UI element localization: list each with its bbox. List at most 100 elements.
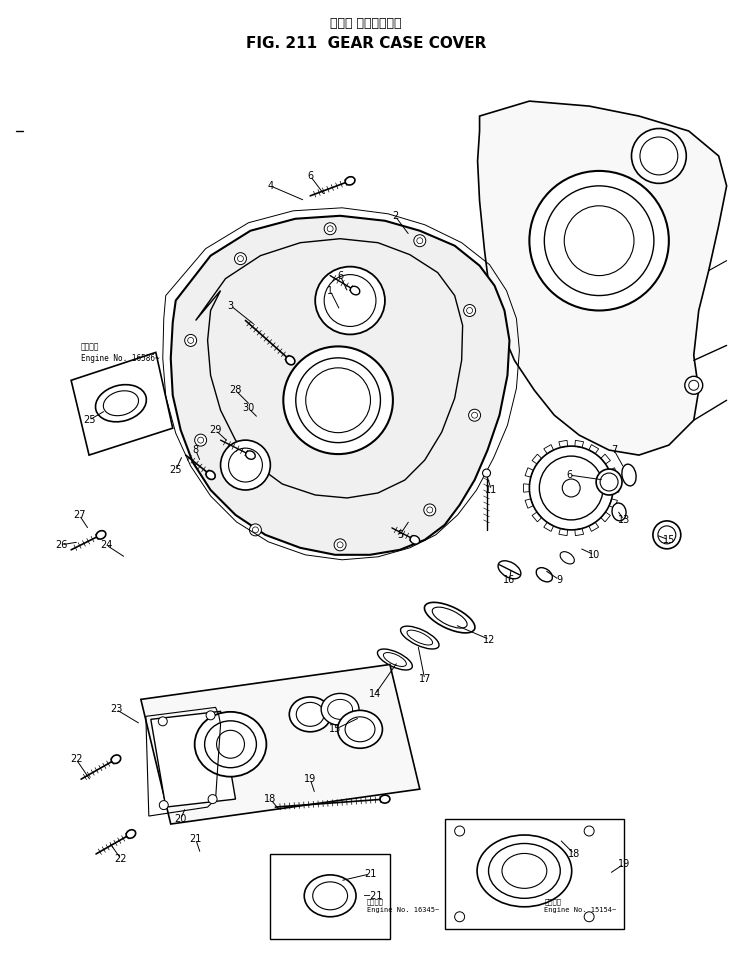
Ellipse shape <box>410 536 419 544</box>
Text: 23: 23 <box>110 704 122 714</box>
Text: 適用号等
Engine No. 16586~: 適用号等 Engine No. 16586~ <box>81 343 160 363</box>
Ellipse shape <box>537 568 553 581</box>
Text: 14: 14 <box>369 690 381 699</box>
Text: 27: 27 <box>73 510 86 520</box>
Ellipse shape <box>425 602 475 633</box>
Text: 7: 7 <box>611 445 617 455</box>
Polygon shape <box>523 484 529 492</box>
Ellipse shape <box>283 347 393 454</box>
Ellipse shape <box>455 826 465 836</box>
Polygon shape <box>601 512 610 522</box>
Ellipse shape <box>95 385 146 422</box>
Polygon shape <box>589 522 599 532</box>
Text: 11: 11 <box>485 485 498 495</box>
Ellipse shape <box>206 470 215 479</box>
Text: 26: 26 <box>55 540 67 550</box>
Ellipse shape <box>463 305 476 317</box>
Text: 17: 17 <box>419 674 431 685</box>
Ellipse shape <box>289 697 331 731</box>
Ellipse shape <box>195 434 206 446</box>
Polygon shape <box>589 444 599 454</box>
Text: 6: 6 <box>307 170 313 181</box>
Polygon shape <box>613 484 619 492</box>
Polygon shape <box>601 454 610 464</box>
Ellipse shape <box>468 409 481 421</box>
Ellipse shape <box>195 712 266 776</box>
Ellipse shape <box>111 755 121 764</box>
Ellipse shape <box>477 835 572 907</box>
Ellipse shape <box>184 334 197 347</box>
Polygon shape <box>151 711 236 807</box>
Text: 18: 18 <box>568 849 580 859</box>
Ellipse shape <box>321 693 359 726</box>
Ellipse shape <box>424 504 436 516</box>
Ellipse shape <box>246 451 255 460</box>
Polygon shape <box>575 440 583 447</box>
Ellipse shape <box>455 912 465 921</box>
Ellipse shape <box>334 539 346 551</box>
Text: 20: 20 <box>174 814 187 824</box>
Text: 29: 29 <box>209 426 222 435</box>
Ellipse shape <box>380 795 390 804</box>
Polygon shape <box>532 512 542 522</box>
Text: 15: 15 <box>329 725 341 734</box>
Ellipse shape <box>612 503 626 521</box>
Ellipse shape <box>378 649 412 670</box>
Ellipse shape <box>346 176 355 185</box>
Text: 22: 22 <box>70 754 83 765</box>
Text: 19: 19 <box>304 774 316 784</box>
Ellipse shape <box>351 286 360 295</box>
Text: 5: 5 <box>397 530 403 540</box>
Text: 2: 2 <box>392 210 398 221</box>
Ellipse shape <box>414 235 426 246</box>
Bar <box>445 819 624 929</box>
Text: 適用号等
Engine No. 15154~: 適用号等 Engine No. 15154~ <box>545 899 616 913</box>
Text: 28: 28 <box>229 386 242 395</box>
Polygon shape <box>609 499 617 508</box>
Ellipse shape <box>596 469 622 495</box>
Ellipse shape <box>158 717 167 726</box>
Text: 適用号等
Engine No. 16345~: 適用号等 Engine No. 16345~ <box>367 899 439 913</box>
Ellipse shape <box>160 801 168 809</box>
Ellipse shape <box>653 521 681 548</box>
Ellipse shape <box>234 252 247 265</box>
Text: 13: 13 <box>618 515 630 525</box>
Text: 16: 16 <box>504 575 515 584</box>
Ellipse shape <box>684 376 703 394</box>
Text: 10: 10 <box>588 549 600 560</box>
Ellipse shape <box>315 267 385 334</box>
Text: 25: 25 <box>83 415 95 426</box>
Polygon shape <box>544 522 553 532</box>
Ellipse shape <box>285 356 295 365</box>
Text: 8: 8 <box>193 445 198 455</box>
Polygon shape <box>609 468 617 477</box>
Bar <box>270 854 390 939</box>
Text: 30: 30 <box>242 403 255 413</box>
Text: −21: −21 <box>363 891 384 901</box>
Ellipse shape <box>206 711 215 720</box>
Ellipse shape <box>250 524 261 536</box>
Ellipse shape <box>337 710 382 748</box>
Ellipse shape <box>482 469 490 477</box>
Text: 12: 12 <box>483 635 496 645</box>
Ellipse shape <box>539 456 603 520</box>
Polygon shape <box>575 529 583 536</box>
Polygon shape <box>559 529 567 536</box>
Text: 4: 4 <box>267 181 274 191</box>
Ellipse shape <box>400 626 439 649</box>
Ellipse shape <box>208 795 217 804</box>
Polygon shape <box>477 101 727 455</box>
Text: 6: 6 <box>337 271 343 281</box>
Polygon shape <box>559 440 567 447</box>
Text: 21: 21 <box>364 869 376 879</box>
Ellipse shape <box>632 129 687 183</box>
Text: 3: 3 <box>228 301 234 311</box>
Polygon shape <box>544 444 553 454</box>
Polygon shape <box>532 454 542 464</box>
Ellipse shape <box>584 912 594 921</box>
Ellipse shape <box>96 531 106 539</box>
Text: 21: 21 <box>190 834 202 844</box>
Ellipse shape <box>498 561 521 579</box>
Text: 24: 24 <box>100 540 112 550</box>
Polygon shape <box>141 664 419 824</box>
